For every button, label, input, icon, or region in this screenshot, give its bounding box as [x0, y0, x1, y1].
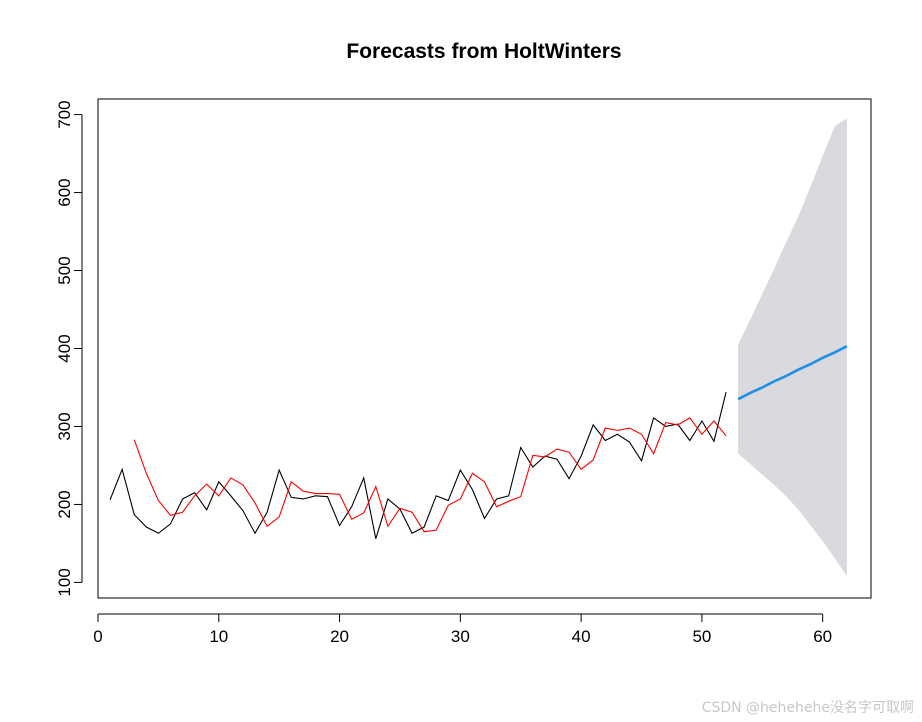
watermark: CSDN @hehehehe没名字可取啊	[702, 700, 914, 716]
observed-series-line	[109, 392, 727, 539]
x-tick-label: 30	[451, 627, 470, 646]
x-tick-label: 0	[93, 627, 102, 646]
x-tick-label: 50	[692, 627, 711, 646]
fitted-series-line	[133, 417, 727, 533]
y-tick-label: 600	[55, 178, 74, 206]
axes: 0 10 20 30 40 50 60 100 200 300 400 500 600 700	[55, 100, 832, 646]
plot-area	[109, 118, 848, 577]
y-tick-label: 300	[55, 412, 74, 440]
y-tick-label: 500	[55, 256, 74, 284]
x-tick-label: 10	[209, 627, 228, 646]
plot-frame	[97, 98, 872, 599]
x-tick-label: 40	[572, 627, 591, 646]
y-tick-label: 200	[55, 490, 74, 518]
y-tick-label: 700	[55, 100, 74, 128]
chart-title: Forecasts from HoltWinters	[346, 40, 621, 63]
y-tick-label: 400	[55, 334, 74, 362]
forecast-mean-line	[737, 345, 848, 401]
x-tick-label: 60	[813, 627, 832, 646]
y-tick-label: 100	[55, 568, 74, 596]
prediction-interval-band	[738, 118, 847, 577]
x-tick-label: 20	[330, 627, 349, 646]
